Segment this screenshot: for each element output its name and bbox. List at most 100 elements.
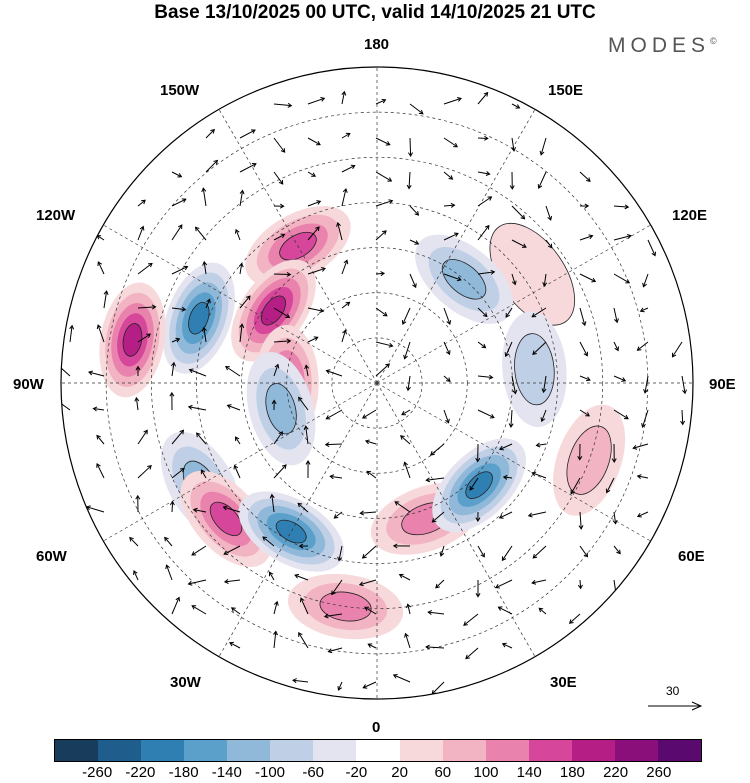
wind-arrow-head (88, 370, 93, 376)
wind-arrow-head (362, 684, 368, 689)
meridian-line (95, 220, 378, 384)
meridian-line (376, 382, 659, 546)
wind-arrow (409, 137, 412, 156)
wind-arrow (273, 233, 285, 241)
wind-arrow-head (485, 171, 491, 176)
wind-arrow (171, 171, 182, 178)
wind-arrow-head (327, 648, 333, 654)
wind-arrow-head (537, 184, 543, 189)
wind-arrow (579, 545, 588, 557)
wind-arrow-head (614, 346, 619, 352)
wind-arrow-head (401, 410, 406, 416)
wind-arrow (407, 604, 411, 615)
wind-arrow-head (381, 98, 387, 104)
wind-arrow-head (502, 474, 508, 480)
wind-arrow (431, 681, 445, 695)
wind-arrow-head (230, 607, 236, 612)
wind-arrow (409, 205, 419, 216)
wind-arrow-head (250, 129, 256, 134)
wind-arrow-head (605, 488, 611, 494)
wind-arrow-head (141, 199, 146, 205)
wind-arrow (477, 92, 488, 105)
wind-arrow (528, 511, 547, 517)
wind-arrow (644, 375, 649, 393)
colorbar (54, 739, 702, 762)
wind-arrow-head (298, 543, 304, 549)
wind-arrow-head (343, 259, 349, 265)
lon-label-0: 0 (372, 719, 381, 736)
wind-arrow-head (226, 404, 232, 409)
colorbar-tick-label: -20 (345, 764, 368, 781)
wind-arrow-head (169, 500, 175, 506)
wind-arrow-head (585, 412, 591, 417)
wind-arrow (613, 511, 617, 524)
wind-arrow-head (636, 474, 642, 480)
wind-arrow (171, 597, 180, 615)
wind-arrow-head (200, 469, 206, 475)
wind-arrow-head (273, 630, 278, 636)
colorbar-segment (657, 740, 701, 761)
wind-arrow (338, 545, 343, 561)
wind-arrow (477, 271, 495, 275)
wind-arrow-head (538, 607, 544, 613)
wind-arrow-head (505, 313, 510, 318)
wind-arrow-head (621, 377, 627, 382)
wind-arrow (97, 324, 105, 343)
wind-arrow (202, 188, 207, 207)
wind-arrow-head (465, 654, 470, 660)
wind-arrow (511, 137, 515, 151)
anomaly-contour (260, 295, 286, 326)
wind-arrow-head (585, 376, 591, 382)
wind-arrow (375, 307, 388, 317)
wind-arrow (426, 646, 445, 649)
wind-arrow-head (641, 423, 646, 428)
wind-arrow-head (639, 307, 645, 313)
wind-arrow-head (643, 388, 649, 394)
wind-arrow-head (165, 564, 170, 570)
wind-arrow (443, 204, 455, 207)
wind-arrow (613, 409, 629, 420)
wind-arrow (477, 409, 495, 419)
wind-arrow (430, 443, 445, 456)
wind-arrow (477, 171, 490, 175)
wind-arrow (363, 681, 377, 689)
wind-arrow-head (315, 226, 320, 232)
wind-arrow (579, 307, 586, 326)
wind-arrow-head (181, 198, 187, 203)
wind-arrow-head (287, 102, 293, 108)
wind-arrow (443, 97, 462, 105)
colorbar-tick-label: -140 (211, 764, 242, 781)
wind-arrow-head (238, 262, 244, 268)
wind-arrow (273, 171, 284, 185)
wind-arrow (375, 230, 387, 241)
wind-arrow-head (191, 605, 197, 610)
wind-arrow (428, 611, 445, 615)
wind-arrow (613, 307, 618, 323)
wind-arrow (538, 607, 547, 615)
wind-arrow-head (515, 104, 521, 109)
wind-arrow-head (361, 554, 367, 559)
wind-arrow (443, 273, 462, 281)
wind-arrow-head (570, 489, 575, 495)
wind-arrow-head (223, 579, 229, 584)
wind-arrow (362, 409, 377, 419)
wind-arrow (133, 570, 139, 581)
wind-arrow-head (342, 187, 348, 193)
lon-label-180: 180 (364, 36, 390, 53)
wind-arrow-head (388, 342, 394, 348)
colorbar-tick-label: -260 (82, 764, 113, 781)
wind-arrow (171, 198, 187, 207)
colorbar-segment (399, 740, 443, 761)
wind-arrow (640, 307, 649, 312)
wind-arrow-head (418, 109, 424, 115)
colorbar-tick-label: -220 (125, 764, 156, 781)
wind-arrow (307, 200, 321, 207)
wind-arrow-head (385, 141, 391, 146)
wind-arrow (137, 306, 156, 309)
wind-arrow (613, 545, 621, 554)
wind-arrow (681, 375, 686, 394)
wind-arrow-head (57, 364, 61, 368)
wind-arrow-head (475, 592, 481, 598)
wind-arrow (307, 307, 324, 312)
wind-arrow-head (627, 234, 632, 239)
